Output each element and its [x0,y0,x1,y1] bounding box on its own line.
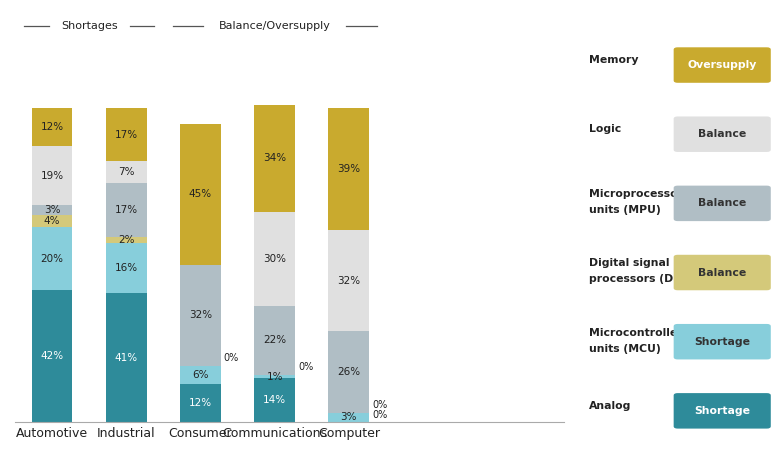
Text: Balance/Oversupply: Balance/Oversupply [218,21,330,31]
Text: 22%: 22% [263,335,286,345]
Text: Balance: Balance [698,198,747,208]
Bar [32,228,72,290]
Text: Memory: Memory [589,55,639,65]
Text: 12%: 12% [189,398,212,408]
Text: Shortage: Shortage [694,337,751,347]
Bar [106,183,147,237]
Bar [32,108,72,146]
Text: 0%: 0% [372,400,388,410]
Text: 32%: 32% [189,310,212,320]
Text: 20%: 20% [40,254,64,264]
Text: 16%: 16% [115,263,138,273]
Text: Shortages: Shortages [61,21,117,31]
Text: 0%: 0% [298,363,313,373]
Text: 19%: 19% [40,171,64,181]
Bar [106,243,147,293]
Bar [106,237,147,243]
Bar [180,265,221,365]
Text: Logic: Logic [589,124,622,134]
Text: Analog: Analog [589,401,632,411]
Text: Oversupply: Oversupply [688,60,757,70]
Text: 3%: 3% [44,205,61,215]
Bar [106,293,147,422]
Bar [254,212,295,306]
Text: 7%: 7% [118,167,134,177]
Bar [254,378,295,422]
Text: Digital signal: Digital signal [589,258,670,268]
Text: 12%: 12% [40,122,64,132]
Bar [329,108,369,231]
Bar [32,146,72,205]
Bar [180,124,221,265]
Bar [106,108,147,162]
Text: 30%: 30% [263,254,286,264]
Text: 6%: 6% [192,370,209,380]
Text: 17%: 17% [115,205,138,215]
Text: 2%: 2% [118,235,134,245]
Bar [106,162,147,183]
Text: 34%: 34% [263,153,286,163]
Text: 0%: 0% [224,353,239,363]
Bar [329,231,369,331]
Text: 32%: 32% [337,276,361,286]
Bar [254,375,295,378]
Text: 42%: 42% [40,351,64,361]
Bar [32,215,72,228]
Text: 14%: 14% [263,395,286,405]
Text: 1%: 1% [267,372,283,382]
Bar [329,331,369,413]
Text: Shortage: Shortage [694,406,751,416]
Text: 17%: 17% [115,130,138,140]
Text: 45%: 45% [189,189,212,199]
Text: 41%: 41% [115,353,138,363]
Text: 4%: 4% [44,216,61,226]
Text: 39%: 39% [337,164,361,174]
Text: units (MPU): units (MPU) [589,205,660,215]
Bar [254,306,295,375]
Text: Microprocessor: Microprocessor [589,189,683,199]
Bar [180,365,221,384]
Text: 3%: 3% [340,412,357,422]
Text: 26%: 26% [337,367,361,377]
Bar [32,205,72,215]
Text: 0%: 0% [372,410,388,420]
Bar [254,105,295,212]
Text: processors (DSP): processors (DSP) [589,274,694,284]
Text: units (MCU): units (MCU) [589,344,660,354]
Text: Microcontroller: Microcontroller [589,328,682,338]
Bar [32,290,72,422]
Bar [329,413,369,422]
Text: Balance: Balance [698,129,747,139]
Bar [180,384,221,422]
Text: Balance: Balance [698,268,747,278]
